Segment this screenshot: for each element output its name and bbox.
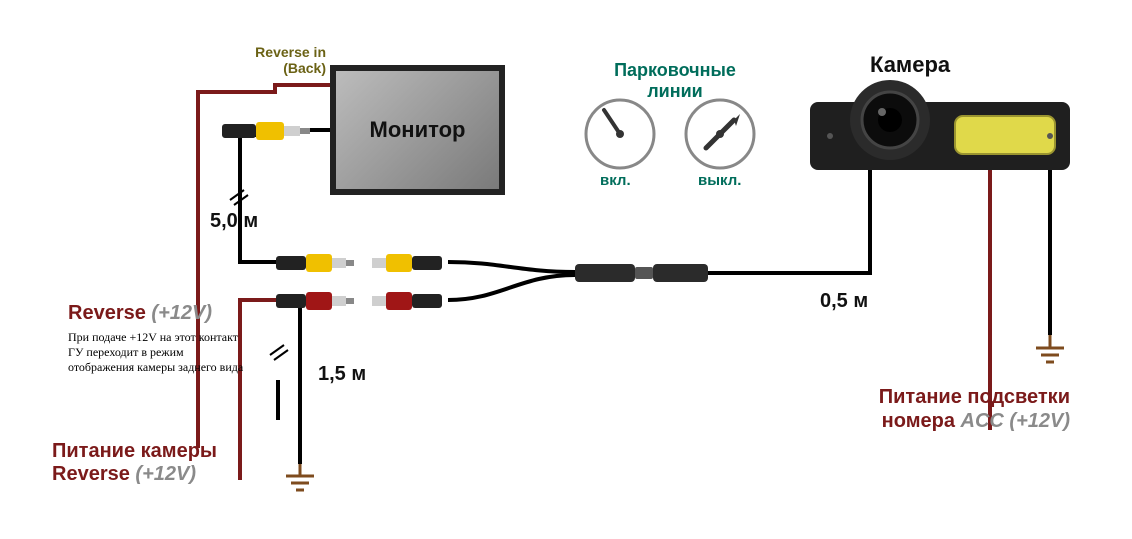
label-1-5m: 1,5 м: [318, 363, 366, 386]
rca-yellow-icon: [222, 120, 312, 142]
label-on: вкл.: [600, 172, 631, 189]
label-camera-power: Питание камеры Reverse (+12V): [52, 440, 217, 486]
ground-icon: [1036, 335, 1064, 362]
camera-icon: [800, 72, 1080, 192]
label-0-5m: 0,5 м: [820, 290, 868, 313]
monitor-label: Монитор: [370, 117, 466, 143]
rca-red-pair-icon: [276, 290, 456, 312]
label-off: выкл.: [698, 172, 741, 189]
note-text: При подаче +12V на этот контакт ГУ перех…: [68, 330, 243, 375]
monitor: Монитор: [330, 65, 505, 195]
label-reverse-12v: Reverse (+12V): [68, 302, 212, 325]
label-reverse-in: Reverse in (Back): [238, 44, 326, 76]
rca-yellow-pair-icon: [276, 252, 456, 274]
ground-icon: [286, 464, 314, 490]
label-5-0m: 5,0 м: [210, 210, 258, 233]
label-plate-power: Питание подсветки номера ACC (+12V): [810, 385, 1070, 433]
